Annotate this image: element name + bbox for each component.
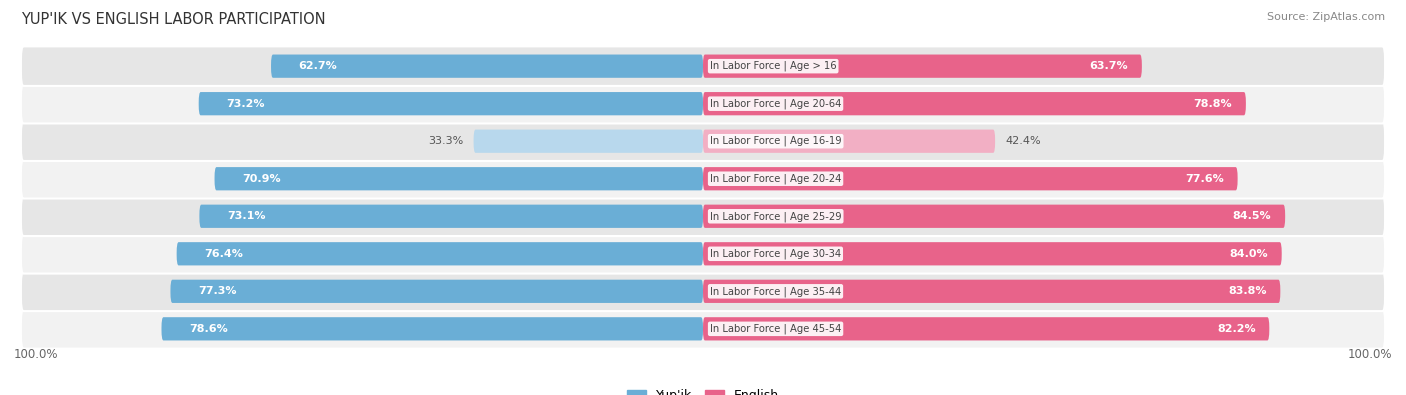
- Text: 77.6%: 77.6%: [1185, 174, 1223, 184]
- FancyBboxPatch shape: [21, 46, 1385, 86]
- FancyBboxPatch shape: [703, 167, 1237, 190]
- FancyBboxPatch shape: [21, 84, 1385, 124]
- Text: 73.1%: 73.1%: [226, 211, 266, 221]
- FancyBboxPatch shape: [198, 92, 703, 115]
- Text: In Labor Force | Age 45-54: In Labor Force | Age 45-54: [710, 324, 841, 334]
- Text: 33.3%: 33.3%: [427, 136, 463, 146]
- FancyBboxPatch shape: [271, 55, 703, 78]
- Text: YUP'IK VS ENGLISH LABOR PARTICIPATION: YUP'IK VS ENGLISH LABOR PARTICIPATION: [21, 12, 326, 27]
- FancyBboxPatch shape: [177, 242, 703, 265]
- Text: In Labor Force | Age 35-44: In Labor Force | Age 35-44: [710, 286, 841, 297]
- FancyBboxPatch shape: [21, 159, 1385, 199]
- Text: 100.0%: 100.0%: [1347, 348, 1392, 361]
- FancyBboxPatch shape: [21, 196, 1385, 236]
- Legend: Yup'ik, English: Yup'ik, English: [623, 384, 783, 395]
- FancyBboxPatch shape: [703, 280, 1281, 303]
- Text: 78.8%: 78.8%: [1194, 99, 1232, 109]
- Text: 73.2%: 73.2%: [226, 99, 264, 109]
- FancyBboxPatch shape: [703, 317, 1270, 340]
- FancyBboxPatch shape: [703, 130, 995, 153]
- FancyBboxPatch shape: [703, 242, 1282, 265]
- FancyBboxPatch shape: [162, 317, 703, 340]
- Text: 83.8%: 83.8%: [1227, 286, 1267, 296]
- FancyBboxPatch shape: [703, 205, 1285, 228]
- Text: In Labor Force | Age 30-34: In Labor Force | Age 30-34: [710, 248, 841, 259]
- Text: 63.7%: 63.7%: [1090, 61, 1128, 71]
- FancyBboxPatch shape: [200, 205, 703, 228]
- FancyBboxPatch shape: [703, 92, 1246, 115]
- FancyBboxPatch shape: [215, 167, 703, 190]
- Text: 62.7%: 62.7%: [298, 61, 337, 71]
- Text: In Labor Force | Age 25-29: In Labor Force | Age 25-29: [710, 211, 842, 222]
- FancyBboxPatch shape: [21, 121, 1385, 161]
- Text: In Labor Force | Age > 16: In Labor Force | Age > 16: [710, 61, 837, 71]
- Text: 42.4%: 42.4%: [1005, 136, 1040, 146]
- Text: 77.3%: 77.3%: [198, 286, 236, 296]
- Text: 78.6%: 78.6%: [188, 324, 228, 334]
- Text: 70.9%: 70.9%: [242, 174, 281, 184]
- FancyBboxPatch shape: [21, 234, 1385, 274]
- FancyBboxPatch shape: [21, 309, 1385, 349]
- FancyBboxPatch shape: [474, 130, 703, 153]
- FancyBboxPatch shape: [21, 271, 1385, 311]
- FancyBboxPatch shape: [703, 55, 1142, 78]
- Text: In Labor Force | Age 16-19: In Labor Force | Age 16-19: [710, 136, 842, 147]
- Text: 82.2%: 82.2%: [1218, 324, 1256, 334]
- Text: 84.5%: 84.5%: [1233, 211, 1271, 221]
- Text: In Labor Force | Age 20-64: In Labor Force | Age 20-64: [710, 98, 841, 109]
- Text: 76.4%: 76.4%: [204, 249, 243, 259]
- Text: In Labor Force | Age 20-24: In Labor Force | Age 20-24: [710, 173, 841, 184]
- Text: Source: ZipAtlas.com: Source: ZipAtlas.com: [1267, 12, 1385, 22]
- FancyBboxPatch shape: [170, 280, 703, 303]
- Text: 100.0%: 100.0%: [14, 348, 59, 361]
- Text: 84.0%: 84.0%: [1229, 249, 1268, 259]
